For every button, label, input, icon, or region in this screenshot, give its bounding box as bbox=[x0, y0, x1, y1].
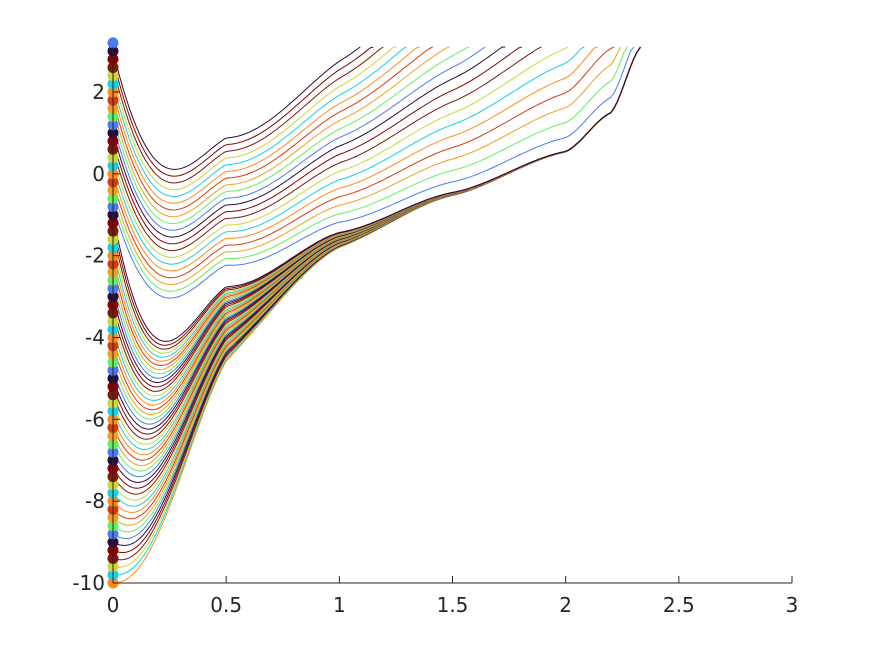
y-tick-label: 2 bbox=[92, 80, 105, 104]
series-curve bbox=[112, 46, 569, 258]
series-curve bbox=[112, 46, 397, 191]
series-curve bbox=[112, 46, 641, 371]
x-tick-label: 0 bbox=[107, 593, 120, 617]
series-curve bbox=[112, 47, 641, 540]
y-axis-ticks: -10 -8 -6 -4 -2 0 2 bbox=[72, 80, 120, 595]
series-curves bbox=[112, 46, 641, 584]
series-curve bbox=[112, 47, 641, 526]
series-curve bbox=[112, 46, 486, 231]
series-curve bbox=[112, 47, 641, 554]
x-tick-label: 2.5 bbox=[663, 593, 695, 617]
initial-value-dot bbox=[107, 37, 119, 49]
x-tick-label: 2 bbox=[559, 593, 572, 617]
series-curve bbox=[112, 46, 641, 342]
series-curve bbox=[112, 46, 622, 285]
series-curve bbox=[112, 46, 641, 354]
series-curve bbox=[112, 46, 420, 204]
series-curve bbox=[112, 47, 641, 546]
x-tick-label: 1.5 bbox=[437, 593, 469, 617]
series-curve bbox=[112, 46, 635, 299]
series-curve bbox=[112, 46, 585, 265]
x-tick-label: 1 bbox=[333, 593, 346, 617]
series-curve bbox=[112, 47, 641, 568]
series-curve bbox=[112, 46, 470, 225]
series-curve bbox=[112, 46, 374, 177]
series-curve bbox=[112, 46, 542, 252]
series-curve bbox=[112, 46, 522, 245]
y-tick-label: -2 bbox=[85, 244, 105, 268]
series-curve bbox=[112, 46, 384, 184]
series-curve bbox=[112, 46, 598, 272]
series-curve bbox=[112, 46, 641, 375]
series-curve bbox=[112, 46, 361, 170]
x-tick-label: 3 bbox=[786, 593, 799, 617]
y-tick-label: 0 bbox=[92, 162, 105, 186]
series-curve bbox=[112, 46, 615, 279]
y-tick-label: -10 bbox=[72, 571, 105, 595]
series-curve bbox=[112, 46, 628, 292]
series-curve bbox=[112, 46, 450, 218]
x-axis-ticks: 0 0.5 1 1.5 2 2.5 3 bbox=[107, 576, 799, 617]
y-tick-label: -8 bbox=[85, 489, 105, 513]
series-curve bbox=[112, 47, 641, 584]
series-curve bbox=[112, 46, 407, 197]
series-curve bbox=[112, 46, 433, 211]
series-curve bbox=[112, 46, 506, 238]
series-curve bbox=[112, 46, 641, 435]
y-tick-label: -4 bbox=[85, 326, 105, 350]
series-curve bbox=[112, 46, 641, 445]
y-tick-label: -6 bbox=[85, 407, 105, 431]
x-tick-label: 0.5 bbox=[210, 593, 242, 617]
series-curve bbox=[112, 46, 641, 350]
